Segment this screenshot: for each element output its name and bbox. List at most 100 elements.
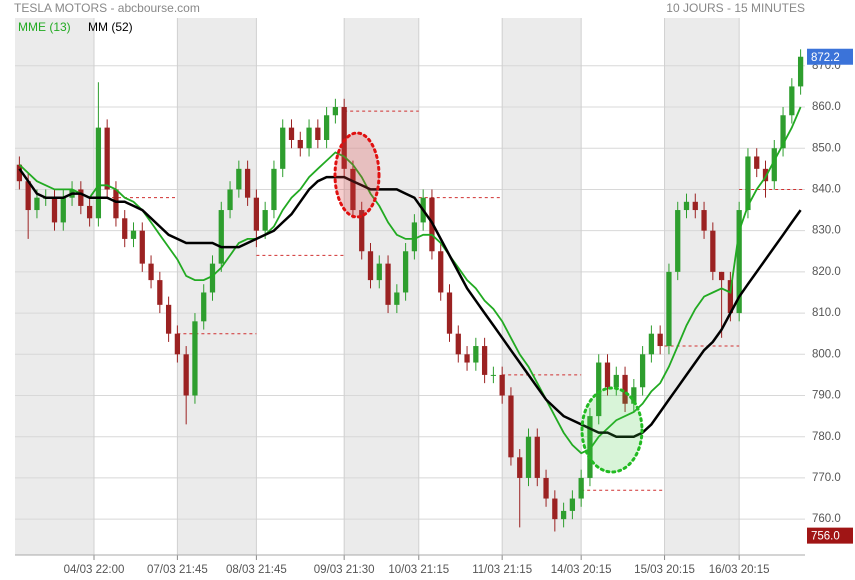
candle-body	[490, 374, 497, 376]
candle-body	[596, 362, 602, 417]
chart-title: TESLA MOTORS - abcbourse.com	[14, 1, 200, 15]
candle-body	[271, 168, 277, 211]
candle-body	[288, 127, 295, 140]
x-tick-label: 04/03 22:00	[64, 564, 125, 576]
price-tag-label: 872.2	[811, 52, 840, 64]
price-tag	[807, 527, 853, 544]
candle-body	[86, 205, 93, 219]
candle-body	[78, 189, 84, 206]
candle-body	[517, 457, 523, 478]
candle-body	[692, 201, 698, 211]
x-tick-label: 14/03 20:15	[551, 564, 612, 576]
candle-body	[718, 271, 725, 281]
candle-body	[666, 271, 672, 347]
x-tick-label: 15/03 20:15	[634, 564, 695, 576]
candle-body	[192, 321, 198, 396]
candle-body	[771, 148, 777, 182]
candle-body	[508, 395, 514, 458]
candle-body	[297, 139, 303, 149]
day-shade	[15, 18, 94, 555]
candle-body	[332, 107, 339, 116]
x-tick-label: 16/03 20:15	[709, 564, 770, 576]
candle-body	[359, 210, 365, 252]
candle-body	[306, 127, 312, 149]
candle-body	[613, 374, 619, 388]
candle-body	[122, 218, 128, 239]
price-tag	[807, 48, 853, 65]
candle-body	[648, 333, 655, 355]
candle-body	[639, 354, 646, 388]
candle-body	[394, 292, 400, 305]
y-tick-label: 820.0	[812, 266, 841, 278]
candle-body	[139, 230, 145, 264]
y-tick-label: 790.0	[812, 390, 841, 402]
candle-body	[253, 197, 260, 231]
candle-body	[130, 230, 137, 239]
candle-body	[745, 156, 751, 211]
candle-body	[534, 436, 540, 478]
candle-body	[95, 127, 102, 219]
candle-body	[464, 354, 470, 363]
y-tick-label: 830.0	[812, 225, 841, 237]
candle-body	[657, 333, 663, 347]
x-tick-label: 07/03 21:45	[147, 564, 208, 576]
candle-body	[165, 304, 172, 334]
candle-body	[60, 197, 66, 223]
candle-body	[560, 510, 567, 520]
annotation-ellipse	[333, 131, 381, 219]
candle-body	[218, 210, 224, 264]
candle-body	[411, 222, 418, 252]
candle-body	[385, 263, 391, 305]
y-tick-label: 850.0	[812, 142, 841, 154]
price-tag-label: 756.0	[811, 531, 840, 543]
candle-body	[280, 127, 286, 169]
candle-body	[350, 168, 356, 211]
candle-body	[754, 156, 760, 169]
candle-body	[780, 115, 786, 149]
candle-body	[683, 201, 690, 211]
candle-body	[148, 263, 154, 281]
candle-body	[201, 292, 207, 322]
candle-body	[587, 416, 593, 478]
chart-subtitle: 10 JOURS - 15 MINUTES	[666, 1, 805, 15]
candle-body	[473, 346, 479, 363]
day-shade	[502, 18, 582, 555]
candle-body	[51, 197, 58, 223]
candle-body	[631, 387, 637, 404]
candle-body	[604, 362, 611, 388]
candle-body	[499, 374, 505, 396]
x-tick-label: 10/03 21:15	[388, 564, 449, 576]
candle-body	[481, 346, 488, 375]
ma-line	[18, 106, 802, 455]
candle-body	[446, 292, 453, 334]
x-tick-label: 08/03 21:45	[226, 564, 287, 576]
ma-line	[18, 168, 802, 438]
candle-body	[113, 189, 119, 219]
candle-body	[34, 197, 40, 211]
candle-body	[157, 280, 163, 305]
y-tick-label: 760.0	[812, 513, 841, 525]
candle-body	[789, 86, 795, 116]
background-layer	[15, 18, 805, 555]
candle-body	[104, 127, 110, 190]
candle-body	[402, 251, 409, 293]
candle-body	[315, 127, 321, 140]
day-shade	[177, 18, 257, 555]
candle-body	[183, 354, 189, 396]
candle-body	[797, 56, 804, 87]
y-tick-label: 800.0	[812, 348, 841, 360]
candle-body	[438, 251, 444, 293]
candle-body	[710, 230, 716, 272]
candle-body	[578, 477, 584, 499]
y-tick-label: 860.0	[812, 101, 841, 113]
candle-body	[236, 168, 242, 190]
candle-body	[25, 181, 31, 211]
candle-body	[569, 498, 576, 511]
candle-body	[675, 210, 681, 272]
candle-body	[376, 263, 382, 281]
candle-body	[174, 333, 181, 355]
y-tick-label: 840.0	[812, 183, 841, 195]
x-tick-label: 09/03 21:30	[314, 564, 375, 576]
candle-body	[209, 263, 216, 293]
